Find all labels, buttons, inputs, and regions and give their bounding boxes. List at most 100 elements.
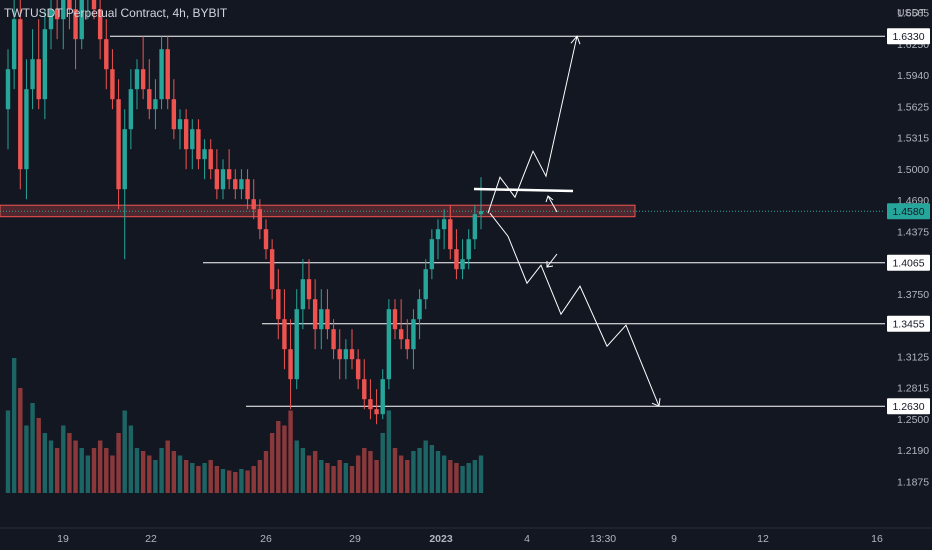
price-tag-level-bg: [887, 28, 930, 45]
price-tag-current: 1.4580: [892, 206, 924, 218]
volume-bar: [153, 460, 158, 493]
y-tick-label: 1.5625: [897, 102, 929, 114]
candle-body: [398, 329, 404, 340]
volume-bar: [159, 448, 164, 493]
volume-bar: [398, 455, 404, 493]
volume-bar: [312, 451, 318, 493]
candle-body: [61, 0, 66, 20]
volume-bar: [331, 466, 336, 493]
candle-body: [97, 9, 103, 40]
candle-body: [202, 149, 207, 160]
candle-body: [208, 149, 213, 170]
y-axis-unit: USDT: [897, 7, 926, 19]
volume-bar: [441, 455, 447, 493]
candle-body: [460, 259, 465, 270]
volume-bar: [374, 460, 379, 493]
price-tag-current-bg: [887, 203, 930, 220]
price-tag-level: 1.6330: [892, 31, 924, 43]
volume-bar: [196, 466, 201, 493]
volume-bar: [448, 460, 453, 493]
projection-drawings-layer[interactable]: [473, 35, 661, 407]
candle-body: [386, 309, 392, 380]
volume-bar: [190, 463, 195, 493]
projection-up-path[interactable]: [487, 36, 578, 214]
volume-bar: [220, 469, 226, 493]
volume-bar: [263, 451, 269, 493]
volume-bar: [276, 421, 281, 493]
projection-down-arrowhead: [651, 398, 661, 407]
y-tick-label: 1.3750: [897, 289, 929, 301]
candle-body: [454, 249, 459, 270]
volume-bar: [478, 455, 484, 493]
volume-layer: [5, 358, 484, 493]
retest-arrow-down-head: [546, 261, 554, 268]
candle-body: [233, 179, 238, 190]
volume-bar: [67, 433, 72, 493]
supply-zone-layer: [0, 204, 636, 218]
volume-bar: [386, 410, 392, 493]
candle-body: [251, 199, 256, 210]
volume-bar: [466, 463, 471, 493]
price-tag-level-bg: [887, 398, 930, 415]
candle-body: [122, 129, 127, 190]
volume-bar: [97, 440, 103, 493]
candle-body: [165, 49, 170, 100]
volume-bar: [405, 460, 410, 493]
y-tick-label: 1.2190: [897, 445, 929, 457]
candle-body: [331, 329, 336, 350]
volume-bar: [134, 448, 140, 493]
volume-bar: [171, 451, 177, 493]
y-tick-label: 1.4375: [897, 227, 929, 239]
candle-body: [18, 19, 23, 170]
y-tick-label: 1.5000: [897, 164, 929, 176]
candle-body: [374, 409, 379, 415]
volume-bar: [423, 440, 428, 493]
candle-body: [306, 279, 312, 300]
volume-bar: [42, 433, 48, 493]
candle-body: [171, 99, 177, 130]
x-tick-label: 26: [260, 533, 272, 545]
x-tick-label: 16: [871, 533, 883, 545]
volume-bar: [79, 448, 84, 493]
candle-body: [11, 19, 17, 70]
candle-body: [24, 89, 29, 170]
breakout-line[interactable]: [473, 187, 574, 193]
candle-body: [153, 99, 158, 110]
price-axis[interactable]: USDT1.65651.62501.59401.56251.53151.5000…: [897, 7, 929, 489]
volume-bar: [257, 460, 263, 493]
candle-body: [343, 349, 349, 360]
volume-bar: [368, 451, 373, 493]
volume-bar: [165, 440, 170, 493]
volume-bar: [355, 455, 361, 493]
time-axis[interactable]: 19 22 26 29 2023 4 13:30 9 12 16: [0, 527, 932, 545]
volume-bar: [116, 433, 121, 493]
candle-body: [472, 214, 478, 240]
volume-bar: [239, 469, 244, 493]
volume-bar: [454, 463, 459, 493]
y-tick-label: 1.3125: [897, 352, 929, 364]
volume-bar: [300, 448, 306, 493]
candle-body: [417, 299, 422, 320]
price-tag-level: 1.3455: [892, 319, 924, 331]
volume-bar: [226, 470, 232, 493]
x-tick-label: 4: [524, 533, 530, 545]
volume-bar: [251, 466, 256, 493]
candle-body: [116, 99, 121, 190]
retest-arrow-down[interactable]: [546, 253, 558, 268]
volume-bar: [5, 410, 11, 493]
candle-body: [429, 239, 435, 270]
volume-bar: [18, 388, 23, 493]
candle-body: [294, 309, 299, 380]
horizontal-levels-layer[interactable]: [0, 35, 885, 407]
volume-bar: [233, 472, 238, 493]
x-tick-label: 22: [145, 533, 157, 545]
projection-down-path[interactable]: [489, 212, 660, 407]
retest-arrow-up[interactable]: [547, 195, 558, 213]
x-tick-label: 12: [757, 533, 769, 545]
candle-body: [319, 309, 324, 330]
candle-body: [128, 89, 134, 130]
candle-body: [257, 209, 263, 230]
candle-body: [226, 169, 232, 180]
x-tick-label: 29: [349, 533, 361, 545]
